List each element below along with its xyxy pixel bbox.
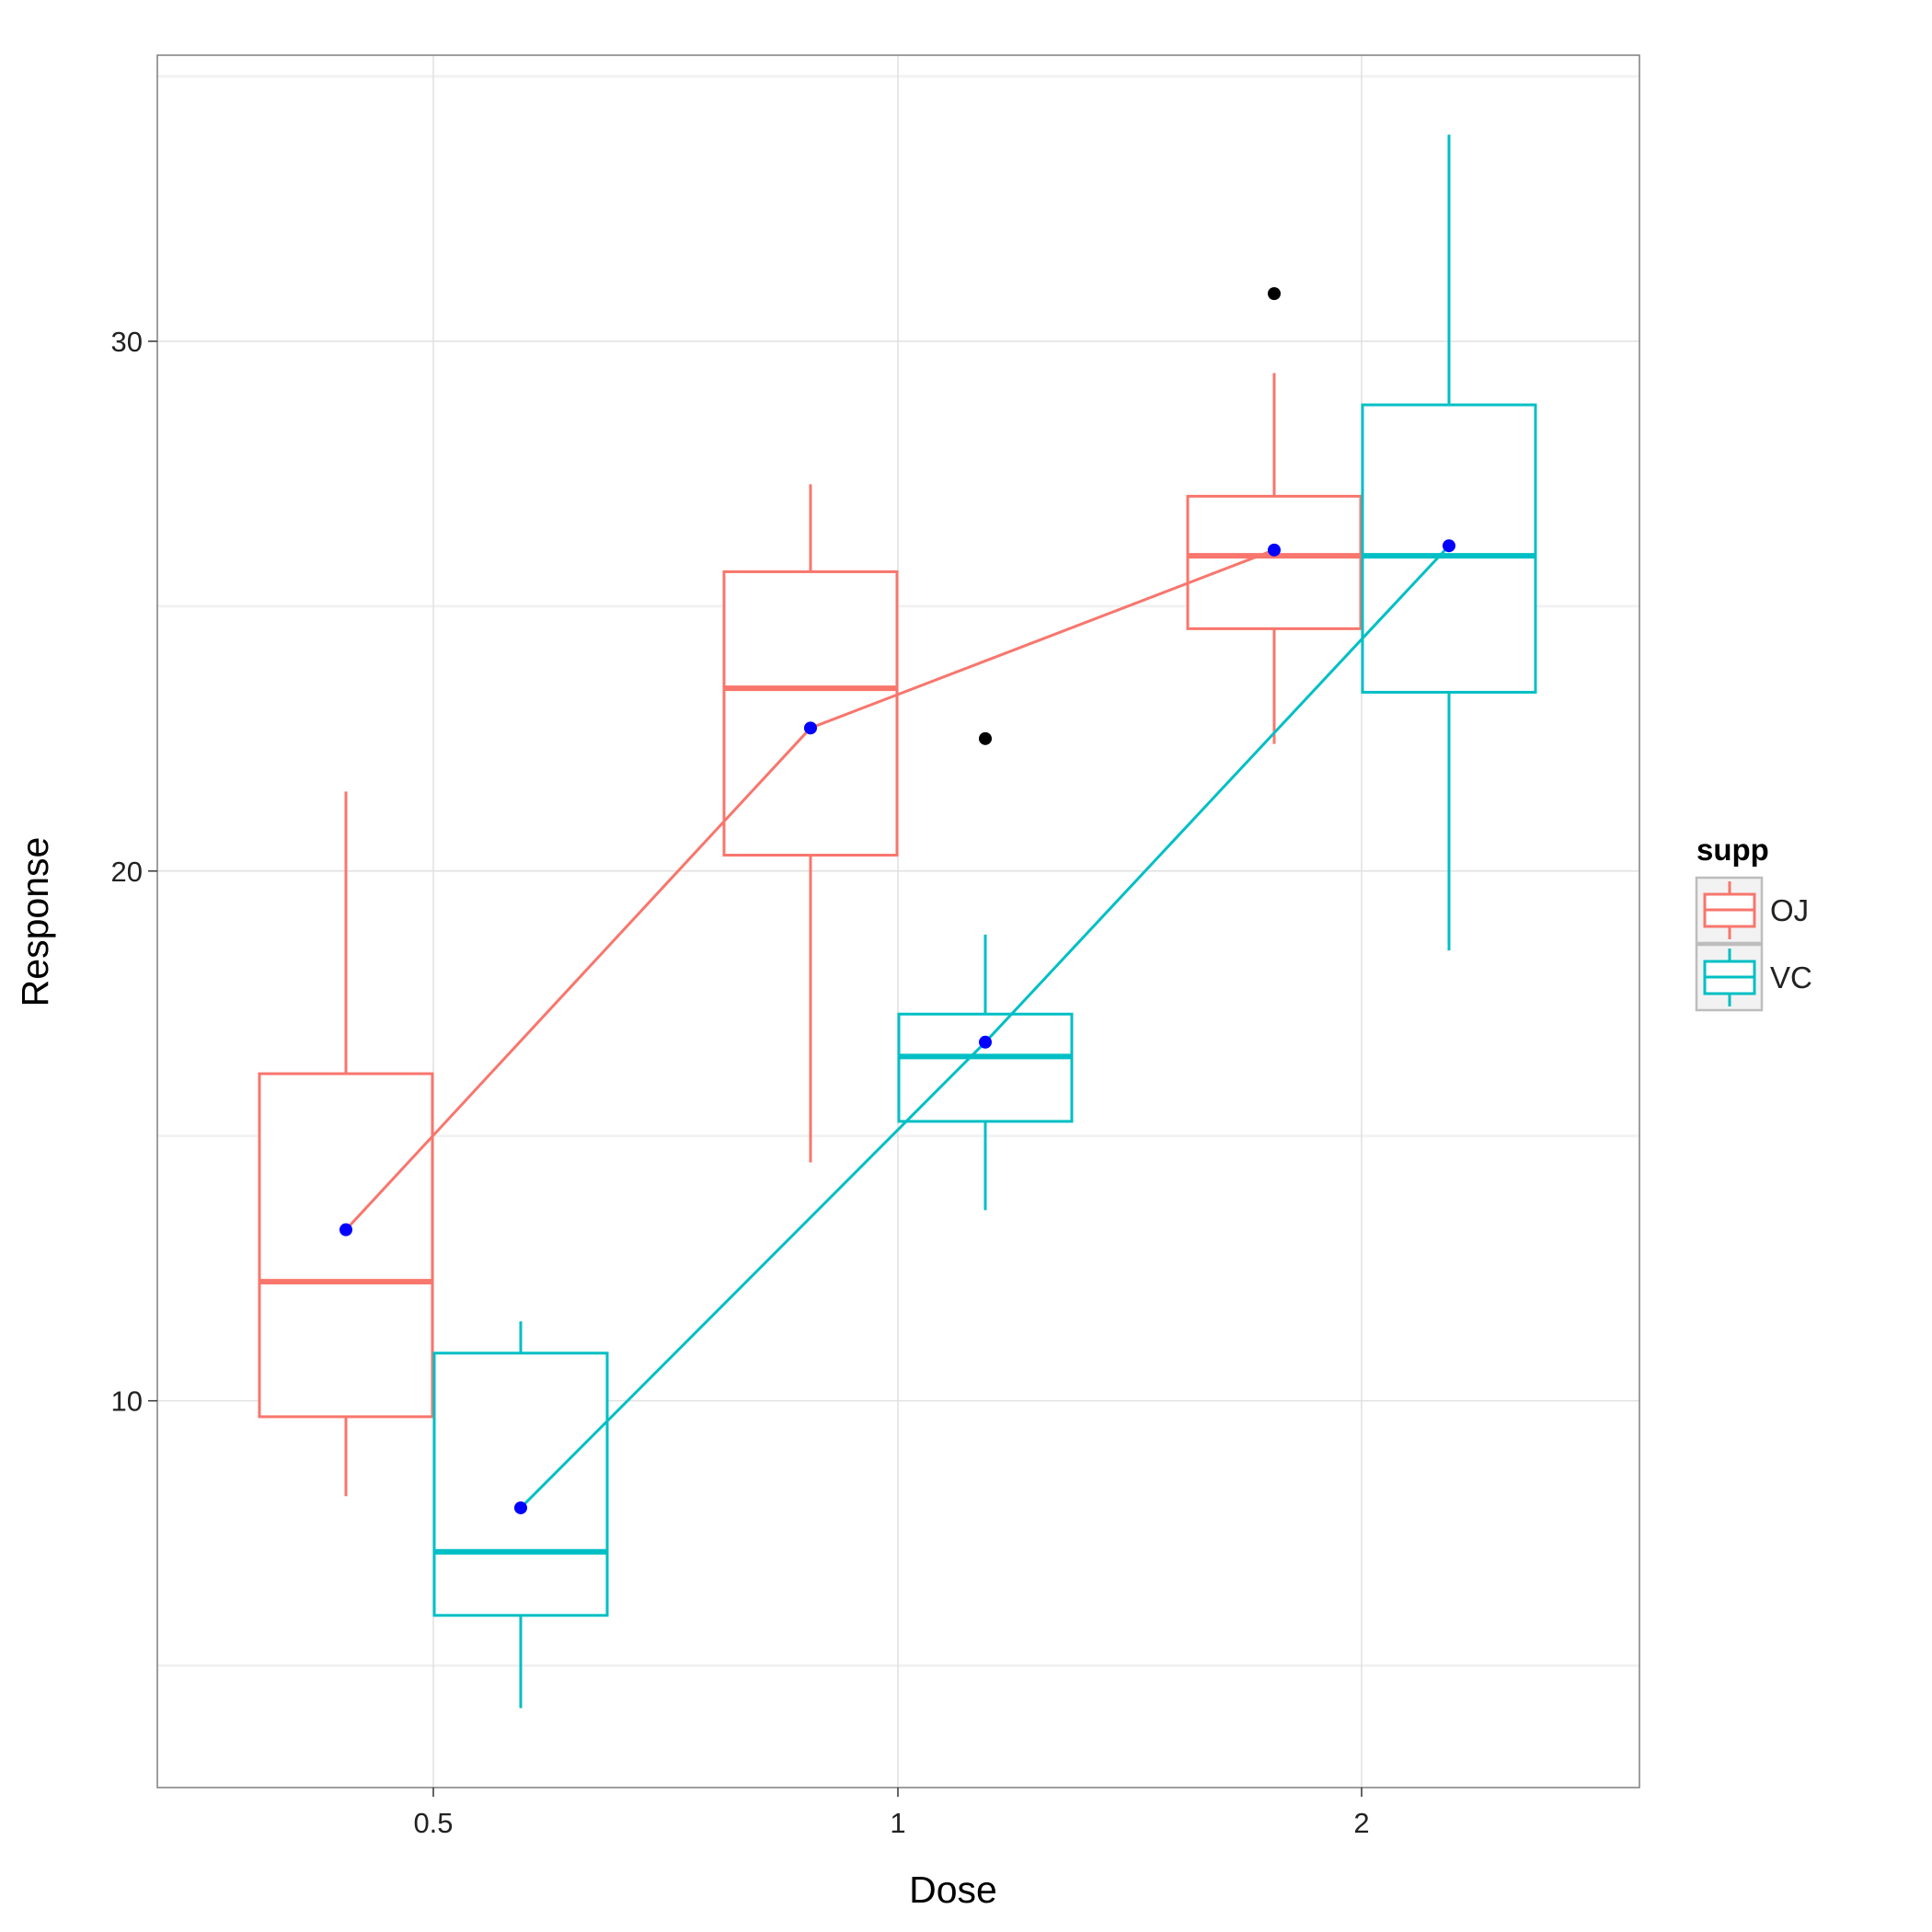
series-OJ [258, 287, 1363, 1497]
outlier-point [1268, 287, 1281, 301]
grid [157, 55, 1639, 1788]
legend-label: VC [1770, 960, 1812, 995]
box [1186, 494, 1363, 630]
x-tick-label: 2 [1353, 1807, 1369, 1839]
box [897, 1012, 1074, 1123]
y-tick-label: 20 [111, 856, 143, 888]
legend-label: OJ [1770, 893, 1809, 927]
box [722, 569, 899, 857]
mean-point [979, 1035, 992, 1049]
legend-entry-OJ: OJ [1695, 876, 1809, 945]
x-tick-label: 1 [890, 1807, 905, 1839]
axes: 10 20 30 0.5 1 2 [111, 326, 1370, 1839]
mean-point [514, 1501, 527, 1514]
y-tick-label: 30 [111, 326, 143, 358]
y-tick-label: 10 [111, 1386, 143, 1418]
y-axis-label: Response [14, 837, 56, 1007]
plot-marks [258, 134, 1537, 1708]
legend: supp OJ VC [1695, 833, 1812, 1012]
mean-point [339, 1223, 352, 1236]
legend-title: supp [1696, 833, 1769, 867]
series-VC [432, 134, 1537, 1708]
mean-point [1443, 539, 1455, 553]
x-axis-label: Dose [909, 1869, 997, 1911]
legend-entry-VC: VC [1695, 943, 1812, 1012]
outlier-point [979, 731, 992, 745]
box [432, 1351, 609, 1617]
x-tick-label: 0.5 [413, 1807, 453, 1839]
box [258, 1072, 434, 1419]
mean-point [804, 721, 817, 735]
mean-point [1268, 543, 1281, 557]
